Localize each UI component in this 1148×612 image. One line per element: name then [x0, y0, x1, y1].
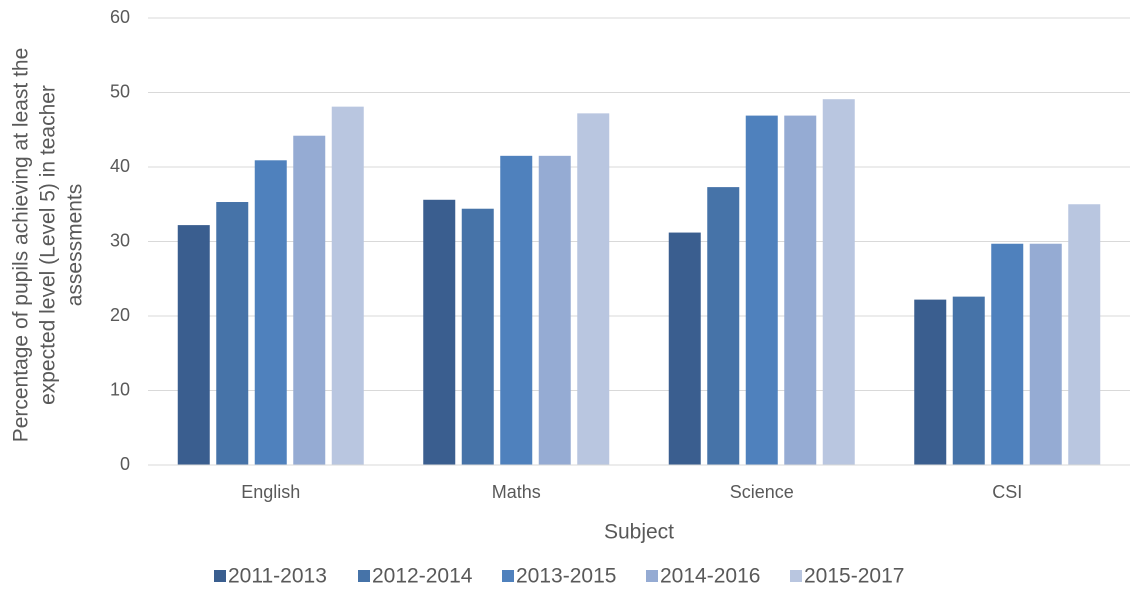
x-tick-label: English — [241, 482, 300, 502]
legend-swatch — [214, 570, 226, 582]
bar — [500, 155, 533, 465]
legend-label: 2014-2016 — [660, 565, 760, 588]
y-tick-label: 60 — [110, 7, 130, 27]
bar — [216, 202, 249, 465]
legend-swatch — [790, 570, 802, 582]
legend-swatch — [646, 570, 658, 582]
x-tick-label: CSI — [992, 482, 1022, 502]
bar — [331, 106, 364, 465]
x-tick-label: Maths — [492, 482, 541, 502]
bar — [991, 243, 1024, 465]
y-tick-label: 10 — [110, 379, 130, 399]
bar — [1029, 243, 1062, 465]
y-tick-label: 0 — [120, 454, 130, 474]
bar — [745, 115, 778, 465]
bar — [177, 225, 210, 465]
bar — [293, 135, 326, 465]
bar — [461, 208, 494, 465]
y-tick-label: 20 — [110, 305, 130, 325]
bar — [914, 299, 947, 465]
bar — [822, 99, 855, 465]
y-tick-label: 50 — [110, 81, 130, 101]
x-tick-label: Science — [730, 482, 794, 502]
y-axis-title: expected level (Level 5) in teacher — [37, 85, 60, 405]
bar — [668, 232, 701, 465]
x-axis-title: Subject — [604, 521, 674, 544]
legend-swatch — [502, 570, 514, 582]
bar — [1068, 204, 1101, 465]
bar — [254, 160, 287, 466]
y-tick-label: 40 — [110, 156, 130, 176]
bar — [538, 155, 571, 465]
bar — [423, 199, 456, 465]
bar — [577, 113, 610, 466]
legend-label: 2011-2013 — [228, 565, 327, 588]
legend-label: 2013-2015 — [516, 565, 616, 588]
bar — [784, 115, 817, 465]
legend-label: 2015-2017 — [804, 565, 904, 588]
y-axis-title: Percentage of pupils achieving at least … — [10, 48, 33, 443]
y-tick-label: 30 — [110, 230, 130, 250]
bar — [707, 187, 740, 466]
y-axis-title: assessments — [64, 184, 87, 307]
legend-swatch — [358, 570, 370, 582]
legend-label: 2012-2014 — [372, 565, 473, 588]
bar — [952, 296, 985, 465]
